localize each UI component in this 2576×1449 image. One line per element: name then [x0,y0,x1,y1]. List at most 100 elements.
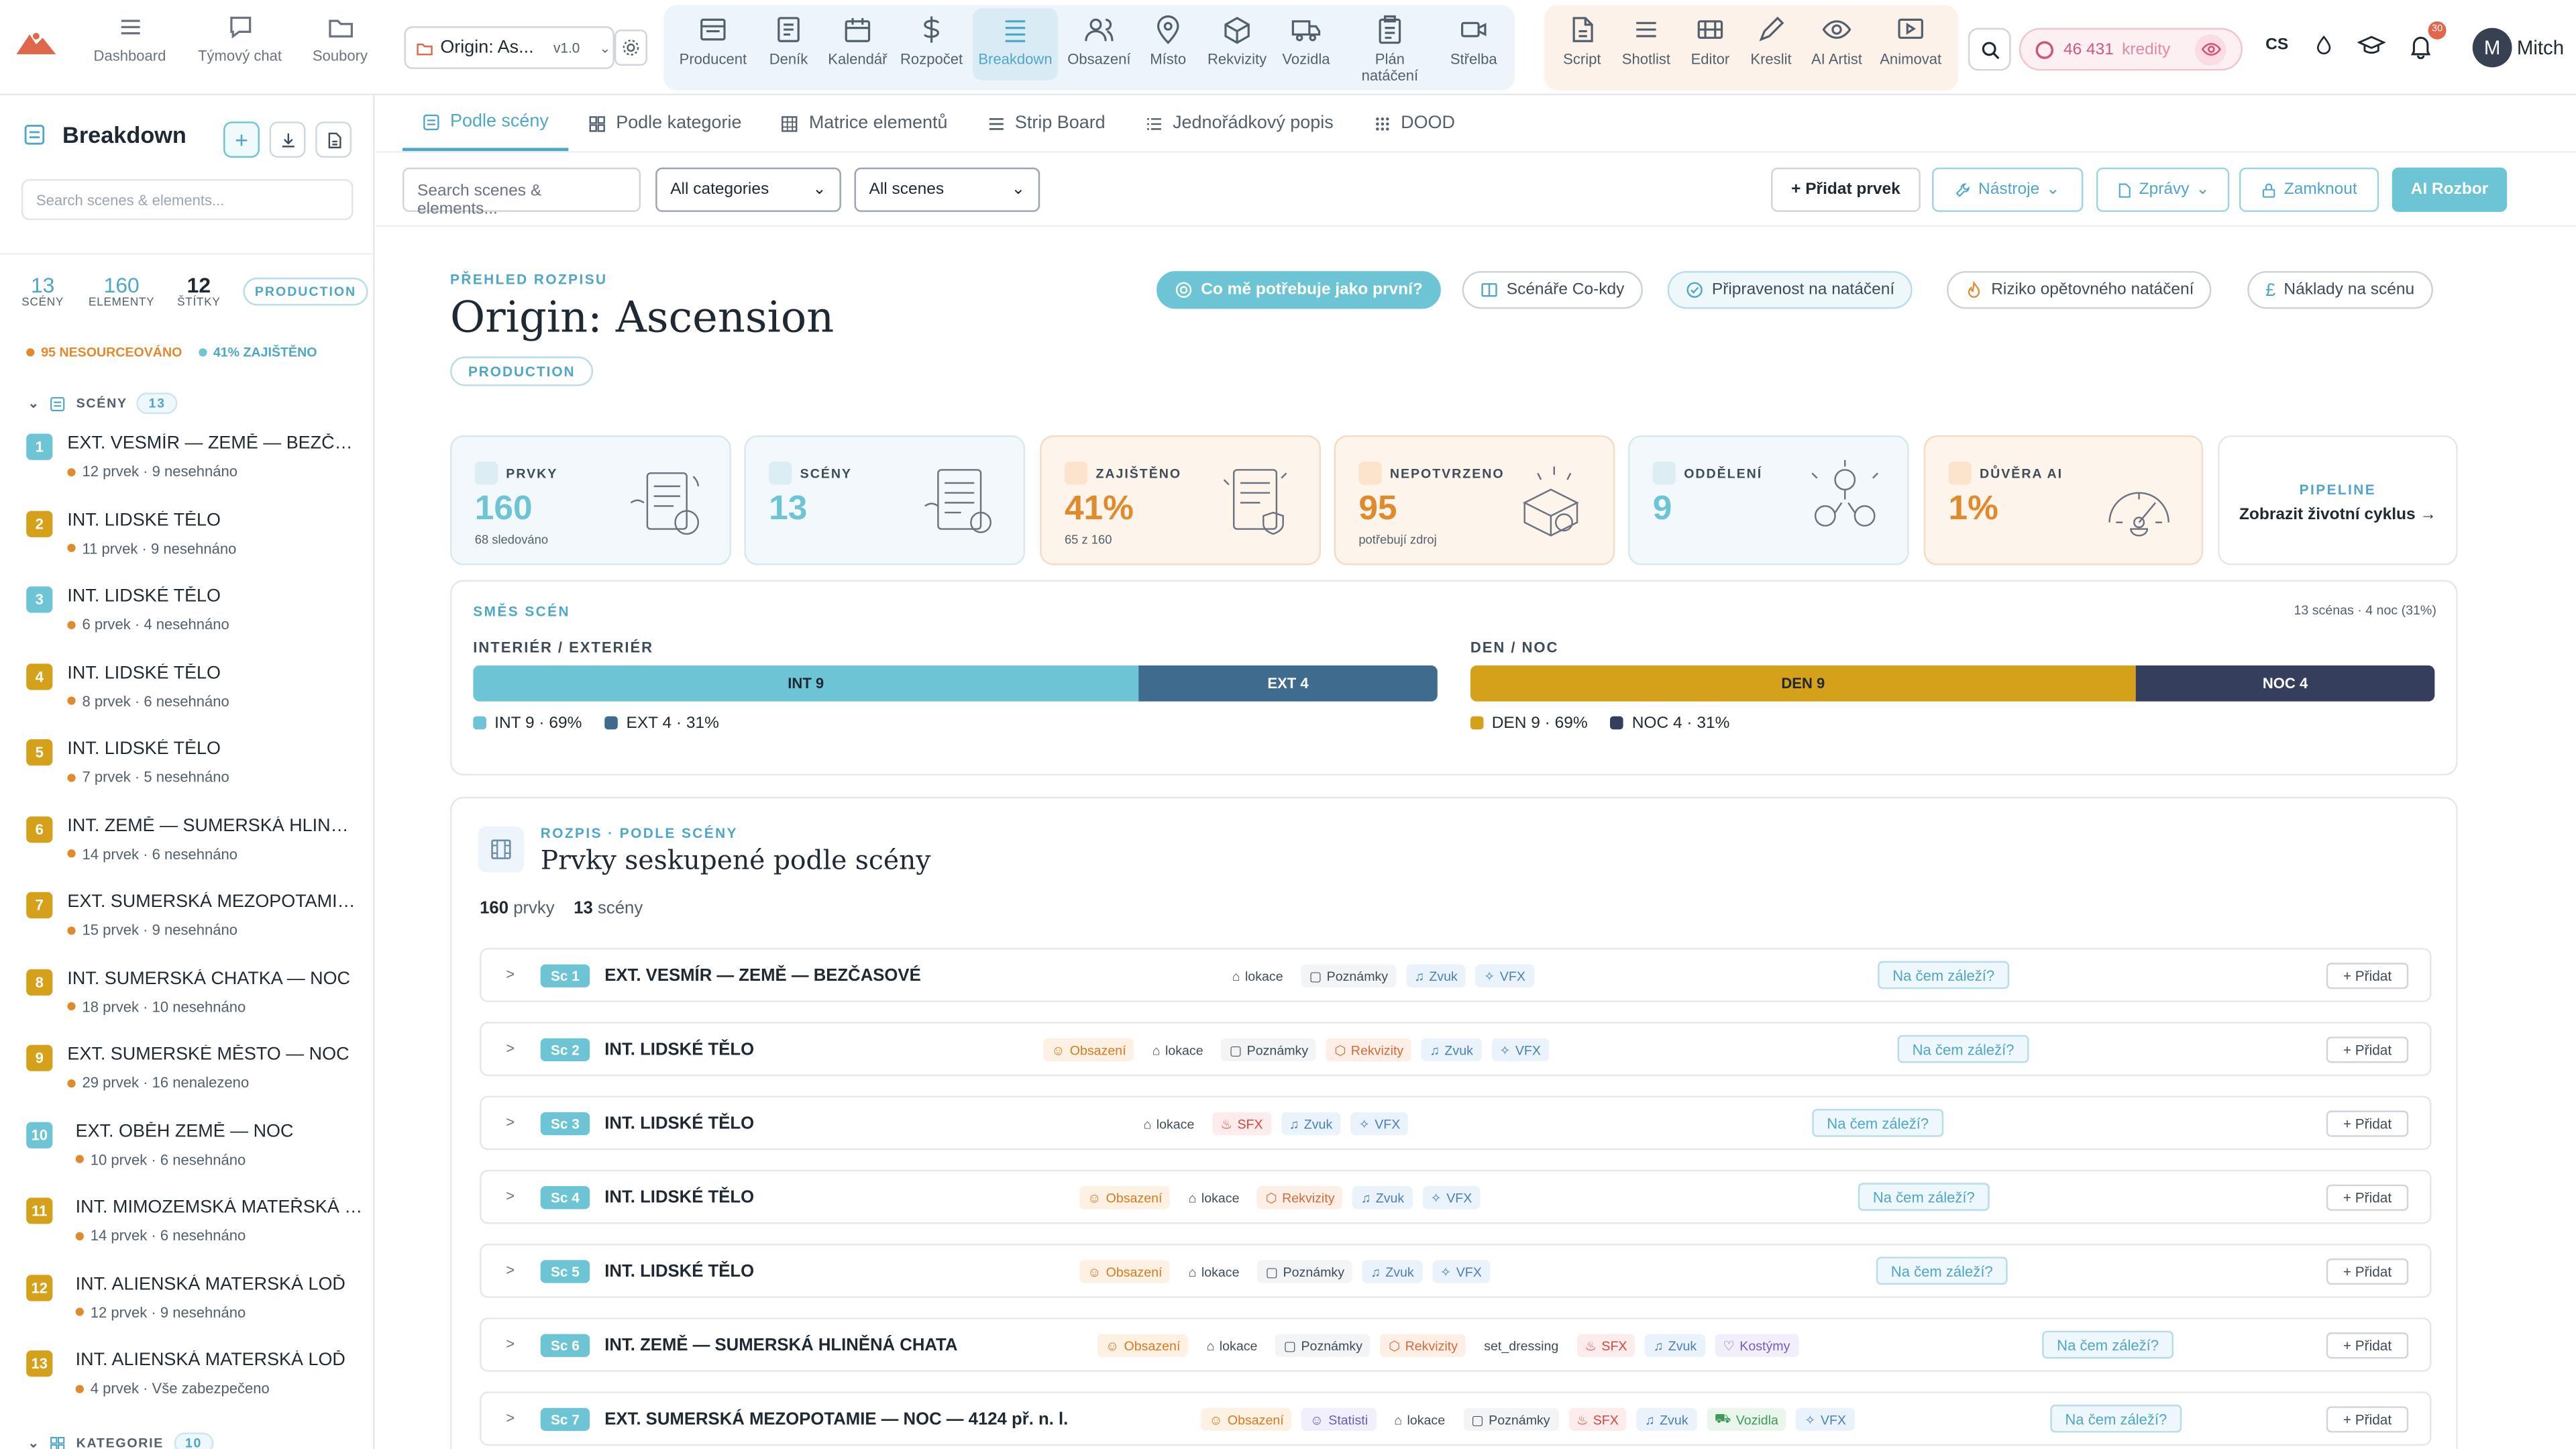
sidebar-scene-item[interactable]: 12 INT. ALIENSKÁ MATERSKÁ LOĎ 12 prvek · 9… [26,1269,363,1335]
scenes-section-toggle[interactable]: ⌄ SCÉNY 13 [28,392,177,415]
tag-loc[interactable]: ⌂ lokace [1135,1112,1202,1135]
tag-note[interactable]: ▢ Poznámky [1301,964,1397,987]
add-element-to-scene-button[interactable]: + Přidat [2326,1110,2409,1137]
cost-per-scene-button[interactable]: £ Náklady na scénu [2247,271,2433,309]
tag-extra[interactable]: ☺ Statisti [1301,1407,1377,1432]
tag-loc[interactable]: ⌂ lokace [1224,965,1291,987]
sidebar-scene-item[interactable]: 2 INT. LIDSKÉ TĚLO 11 prvek · 9 nesehnáno [26,505,363,571]
theme-toggle-button[interactable] [2313,33,2334,66]
scene-row[interactable]: > Sc 1 EXT. VESMÍR — ZEMĚ — BEZČASOVÉ ⌂ loka… [480,948,2432,1002]
nav-dashboard[interactable]: Dashboard [91,13,170,64]
language-switch[interactable]: CS [2265,36,2289,54]
sidebar-scene-item[interactable]: 13 INT. ALIENSKÁ MATERSKÁ LOĎ 4 prvek · Vš… [26,1346,363,1411]
tool-vozidla[interactable]: Vozidla [1270,15,1342,67]
eye-toggle-icon[interactable] [2194,34,2226,65]
what-matters-button[interactable]: Na čem záleží? [2050,1404,2182,1433]
scene-row[interactable]: > Sc 7 EXT. SUMERSKÁ MEZOPOTAMIE — NOC — 4… [480,1391,2432,1446]
chevron-right-icon[interactable]: > [506,1336,515,1352]
scene-select[interactable]: All scenes ⌄ [854,167,1040,212]
categories-section-toggle[interactable]: ⌄ KATEGORIE 10 [28,1432,214,1449]
tag-sfx[interactable]: ♨ SFX [1568,1407,1627,1432]
project-selector[interactable]: Origin: As... v1.0 ⌄ [404,26,614,69]
tab-dood[interactable]: DOOD [1353,95,1474,151]
tool-editor[interactable]: Editor [1674,15,1747,67]
tag-prop[interactable]: ⬡ Rekvizity [1257,1186,1343,1210]
add-element-to-scene-button[interactable]: + Přidat [2326,963,2409,989]
tag-cost[interactable]: ♡ Kostýmy [1715,1334,1799,1357]
what-matters-button[interactable]: Na čem záleží? [1876,1256,2008,1285]
tag-note[interactable]: ▢ Poznámky [1275,1334,1371,1357]
tool-rekvizity[interactable]: Rekvizity [1201,15,1273,67]
tool-obsazeni[interactable]: Obsazení [1063,15,1136,67]
sidebar-scene-item[interactable]: 7 EXT. SUMERSKÁ MEZOPOTAMIE — NOC 15 prvek… [26,887,363,953]
tab-by-category[interactable]: Podle kategorie [568,95,761,151]
add-element-to-scene-button[interactable]: + Přidat [2326,1184,2409,1211]
tag-cast[interactable]: ☺ Obsazení [1079,1186,1171,1210]
add-scene-button[interactable]: + [223,121,260,158]
what-if-button[interactable]: Scénáře Co-kdy [1462,271,1643,309]
pipeline-link[interactable]: Zobrazit životní cyklus → [2239,506,2436,525]
tag-vfx[interactable]: ✧ VFX [1422,1186,1481,1210]
tag-note[interactable]: ▢ Poznámky [1221,1038,1317,1062]
ai-breakdown-button[interactable]: AI Rozbor [2392,167,2508,212]
tag-loc[interactable]: ⌂ lokace [1180,1260,1247,1283]
sidebar-scene-item[interactable]: 5 INT. LIDSKÉ TĚLO 7 prvek · 5 nesehnáno [26,735,363,800]
chevron-right-icon[interactable]: > [506,1114,515,1130]
kpi-card-prvky[interactable]: PRVKY 160 68 sledováno [450,435,731,566]
add-element-to-scene-button[interactable]: + Přidat [2326,1332,2409,1359]
tag-veh[interactable]: ⛟ Vozidla [1706,1407,1787,1432]
sidebar-scene-item[interactable]: 3 INT. LIDSKÉ TĚLO 6 prvek · 4 nesehnáno [26,582,363,647]
tag-loc[interactable]: ⌂ lokace [1198,1334,1265,1357]
scene-row[interactable]: > Sc 2 INT. LIDSKÉ TĚLO ☺ Obsazení ⌂ lokace ▢ Po… [480,1022,2432,1077]
tool-rozpocet[interactable]: Rozpočet [896,15,968,67]
credits-badge[interactable]: 46 431 kredity [2019,28,2243,71]
sidebar-scene-item[interactable]: 4 INT. LIDSKÉ TĚLO 8 prvek · 6 nesehnáno [26,658,363,724]
tool-breakdown[interactable]: Breakdown [972,8,1059,81]
app-logo[interactable] [16,30,56,64]
tag-cast[interactable]: ☺ Obsazení [1201,1407,1292,1432]
tag-sfx[interactable]: ♨ SFX [1212,1112,1271,1136]
chevron-right-icon[interactable]: > [506,1409,515,1426]
tool-denik[interactable]: Deník [753,15,825,67]
sidebar-search-input[interactable]: Search scenes & elements... [21,178,354,221]
kpi-card-důvěra ai[interactable]: DŮVĚRA AI 1% [1923,435,2204,566]
global-search-button[interactable] [1968,28,2011,71]
sidebar-scene-item[interactable]: 11 INT. MIMOZEMSKÁ MATEŘSKÁ LOĎ 14 prvek ·… [26,1193,368,1258]
tag-prop[interactable]: ⬡ Rekvizity [1326,1038,1412,1062]
tag-sound[interactable]: ♫ Zvuk [1352,1186,1413,1210]
tag-cast[interactable]: ☺ Obsazení [1079,1260,1171,1283]
sidebar-scene-item[interactable]: 8 INT. SUMERSKÁ CHATKA — NOC 18 prvek · 10… [26,963,363,1029]
tag-vfx[interactable]: ✧ VFX [1432,1260,1491,1283]
sidebar-scene-item[interactable]: 6 INT. ZEMĚ — SUMERSKÁ HLINĚNÁ CHATA 14 pr… [26,811,363,877]
kpi-card-oddělení[interactable]: ODDĚLENÍ 9 [1627,435,1909,566]
what-matters-button[interactable]: Na čem záleží? [1878,961,2010,989]
tool-strelba[interactable]: Střelba [1438,15,1510,67]
report-button[interactable] [315,121,352,158]
kpi-card-nepotvrzeno[interactable]: NEPOTVRZENO 95 potřebují zdroj [1334,435,1615,566]
what-matters-button[interactable]: Na čem záleží? [2042,1330,2174,1359]
what-matters-button[interactable]: Na čem záleží? [1812,1109,1944,1137]
notifications-button[interactable] [2408,33,2433,67]
scene-row[interactable]: > Sc 4 INT. LIDSKÉ TĚLO ☺ Obsazení ⌂ lokace ⬡ Re… [480,1169,2432,1224]
tab-by-scene[interactable]: Podle scény [402,95,569,152]
add-element-to-scene-button[interactable]: + Přidat [2326,1406,2409,1433]
tab-one-liner[interactable]: Jednořádkový popis [1125,95,1353,151]
chevron-right-icon[interactable]: > [506,966,515,983]
tag-set[interactable]: set_dressing [1476,1334,1567,1357]
reports-dropdown-button[interactable]: Zprávy ⌄ [2096,167,2230,212]
what-matters-button[interactable]: Na čem záleží? [1897,1034,2029,1063]
kpi-card-scény[interactable]: SCÉNY 13 [744,435,1026,566]
add-element-to-scene-button[interactable]: + Přidat [2326,1258,2409,1285]
add-element-button[interactable]: + Přidat prvek [1771,167,1921,212]
tool-ai-artist[interactable]: AI Artist [1801,15,1873,67]
sidebar-scene-item[interactable]: 1 EXT. VESMÍR — ZEMĚ — BEZČASOVÉ 12 prvek … [26,429,363,494]
tab-element-matrix[interactable]: Matrice elementů [761,95,967,151]
tag-sound[interactable]: ♫ Zvuk [1645,1334,1705,1357]
tag-vfx[interactable]: ✧ VFX [1475,964,1534,987]
chevron-right-icon[interactable]: > [506,1261,515,1279]
user-name[interactable]: Mitch [2516,36,2565,60]
tag-sound[interactable]: ♫ Zvuk [1421,1038,1482,1062]
tag-note[interactable]: ▢ Poznámky [1257,1260,1353,1283]
tools-dropdown-button[interactable]: Nástroje ⌄ [1932,167,2084,212]
tool-animovat[interactable]: Animovat [1874,15,1947,67]
